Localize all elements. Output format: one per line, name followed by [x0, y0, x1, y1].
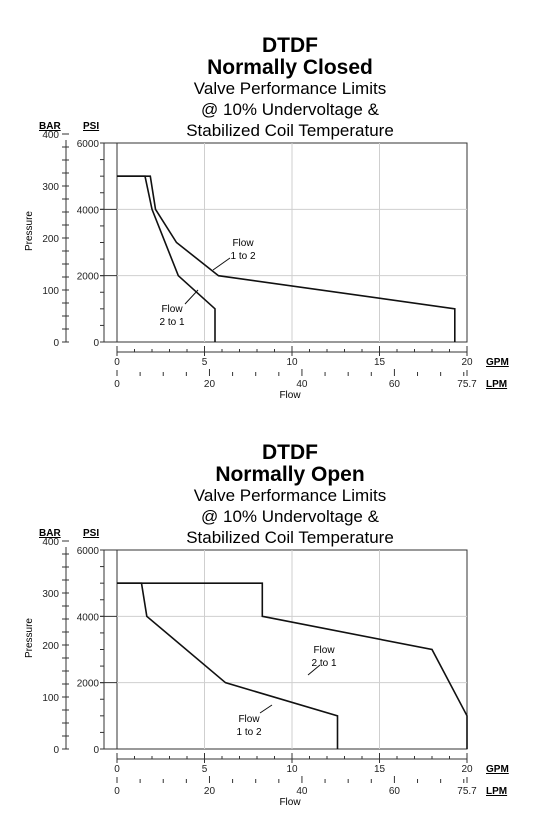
bar-tick-label: 200	[42, 234, 59, 245]
psi-unit-label: PSI	[83, 121, 99, 132]
series-leader-line	[184, 289, 199, 305]
chart-title: DTDF	[262, 441, 318, 464]
bar-tick-label: 0	[53, 338, 59, 349]
gpm-tick-label: 5	[202, 764, 208, 775]
gpm-tick-label: 0	[114, 357, 120, 368]
series-label-line: Flow	[232, 238, 254, 249]
psi-tick-label: 0	[93, 745, 99, 756]
bar-tick-label: 300	[42, 589, 59, 600]
chart-caption-line: Valve Performance Limits	[194, 486, 386, 505]
chart-caption-line: Stabilized Coil Temperature	[186, 121, 394, 140]
chart-caption-line: @ 10% Undervoltage &	[201, 100, 380, 119]
gpm-tick-label: 20	[461, 764, 473, 775]
psi-tick-label: 2000	[77, 272, 100, 283]
bar-tick-label: 200	[42, 641, 59, 652]
psi-tick-label: 4000	[77, 205, 100, 216]
gpm-tick-label: 10	[286, 357, 298, 368]
y-axis-label: Pressure	[24, 618, 35, 658]
y-axis-label: Pressure	[24, 211, 35, 251]
psi-unit-label: PSI	[83, 528, 99, 539]
lpm-tick-label: 60	[389, 786, 401, 797]
gpm-tick-label: 15	[374, 357, 386, 368]
series-label-2: Flow 1 to 2	[236, 714, 261, 738]
lpm-tick-label: 40	[296, 786, 308, 797]
lpm-tick-label: 60	[389, 379, 401, 390]
series-label-line: Flow	[313, 645, 335, 656]
bar-tick-label: 100	[42, 286, 59, 297]
bar-tick-label: 0	[53, 745, 59, 756]
chart-subtitle: Normally Open	[215, 463, 364, 486]
chart-caption-line: @ 10% Undervoltage &	[201, 507, 380, 526]
series-label-line: 1 to 2	[236, 727, 261, 738]
psi-tick-label: 2000	[77, 679, 100, 690]
bar-tick-label: 300	[42, 182, 59, 193]
lpm-tick-label: 75.7	[457, 786, 477, 797]
series-label-line: 2 to 1	[159, 317, 184, 328]
chart-caption-line: Stabilized Coil Temperature	[186, 528, 394, 547]
lpm-tick-label: 75.7	[457, 379, 477, 390]
psi-tick-label: 0	[93, 338, 99, 349]
series-label-line: 1 to 2	[230, 251, 255, 262]
series-line-1	[117, 175, 456, 342]
series-line-2	[117, 175, 216, 342]
psi-tick-label: 4000	[77, 612, 100, 623]
series-leader-line	[259, 704, 273, 714]
lpm-tick-label: 0	[114, 786, 120, 797]
series-label-2: Flow 2 to 1	[159, 304, 184, 328]
gpm-tick-label: 10	[286, 764, 298, 775]
bar-tick-label: 400	[42, 537, 59, 548]
bar-tick-label: 100	[42, 693, 59, 704]
gpm-unit-label: GPM	[486, 357, 509, 368]
series-label-line: 2 to 1	[311, 658, 336, 669]
gpm-unit-label: GPM	[486, 764, 509, 775]
chart-caption-line: Valve Performance Limits	[194, 79, 386, 98]
x-axis-label: Flow	[279, 797, 301, 808]
lpm-unit-label: LPM	[486, 379, 507, 390]
series-line-1	[117, 582, 468, 749]
lpm-tick-label: 0	[114, 379, 120, 390]
series-label-1: Flow 2 to 1	[311, 645, 336, 669]
bar-unit-label: BAR	[39, 528, 61, 539]
psi-tick-label: 6000	[77, 546, 100, 557]
bar-unit-label: BAR	[39, 121, 61, 132]
series-line-2	[117, 582, 339, 749]
chart-title: DTDF	[262, 34, 318, 57]
lpm-tick-label: 40	[296, 379, 308, 390]
lpm-tick-label: 20	[204, 379, 216, 390]
lpm-unit-label: LPM	[486, 786, 507, 797]
series-label-line: Flow	[161, 304, 183, 315]
gpm-tick-label: 15	[374, 764, 386, 775]
gpm-tick-label: 0	[114, 764, 120, 775]
gpm-tick-label: 20	[461, 357, 473, 368]
series-leader-line	[212, 257, 231, 271]
chart-subtitle: Normally Closed	[207, 56, 373, 79]
psi-tick-label: 6000	[77, 139, 100, 150]
lpm-tick-label: 20	[204, 786, 216, 797]
series-label-line: Flow	[238, 714, 260, 725]
series-leader-line	[307, 664, 321, 676]
gpm-tick-label: 5	[202, 357, 208, 368]
bar-tick-label: 400	[42, 130, 59, 141]
x-axis-label: Flow	[279, 390, 301, 401]
series-label-1: Flow 1 to 2	[230, 238, 255, 262]
